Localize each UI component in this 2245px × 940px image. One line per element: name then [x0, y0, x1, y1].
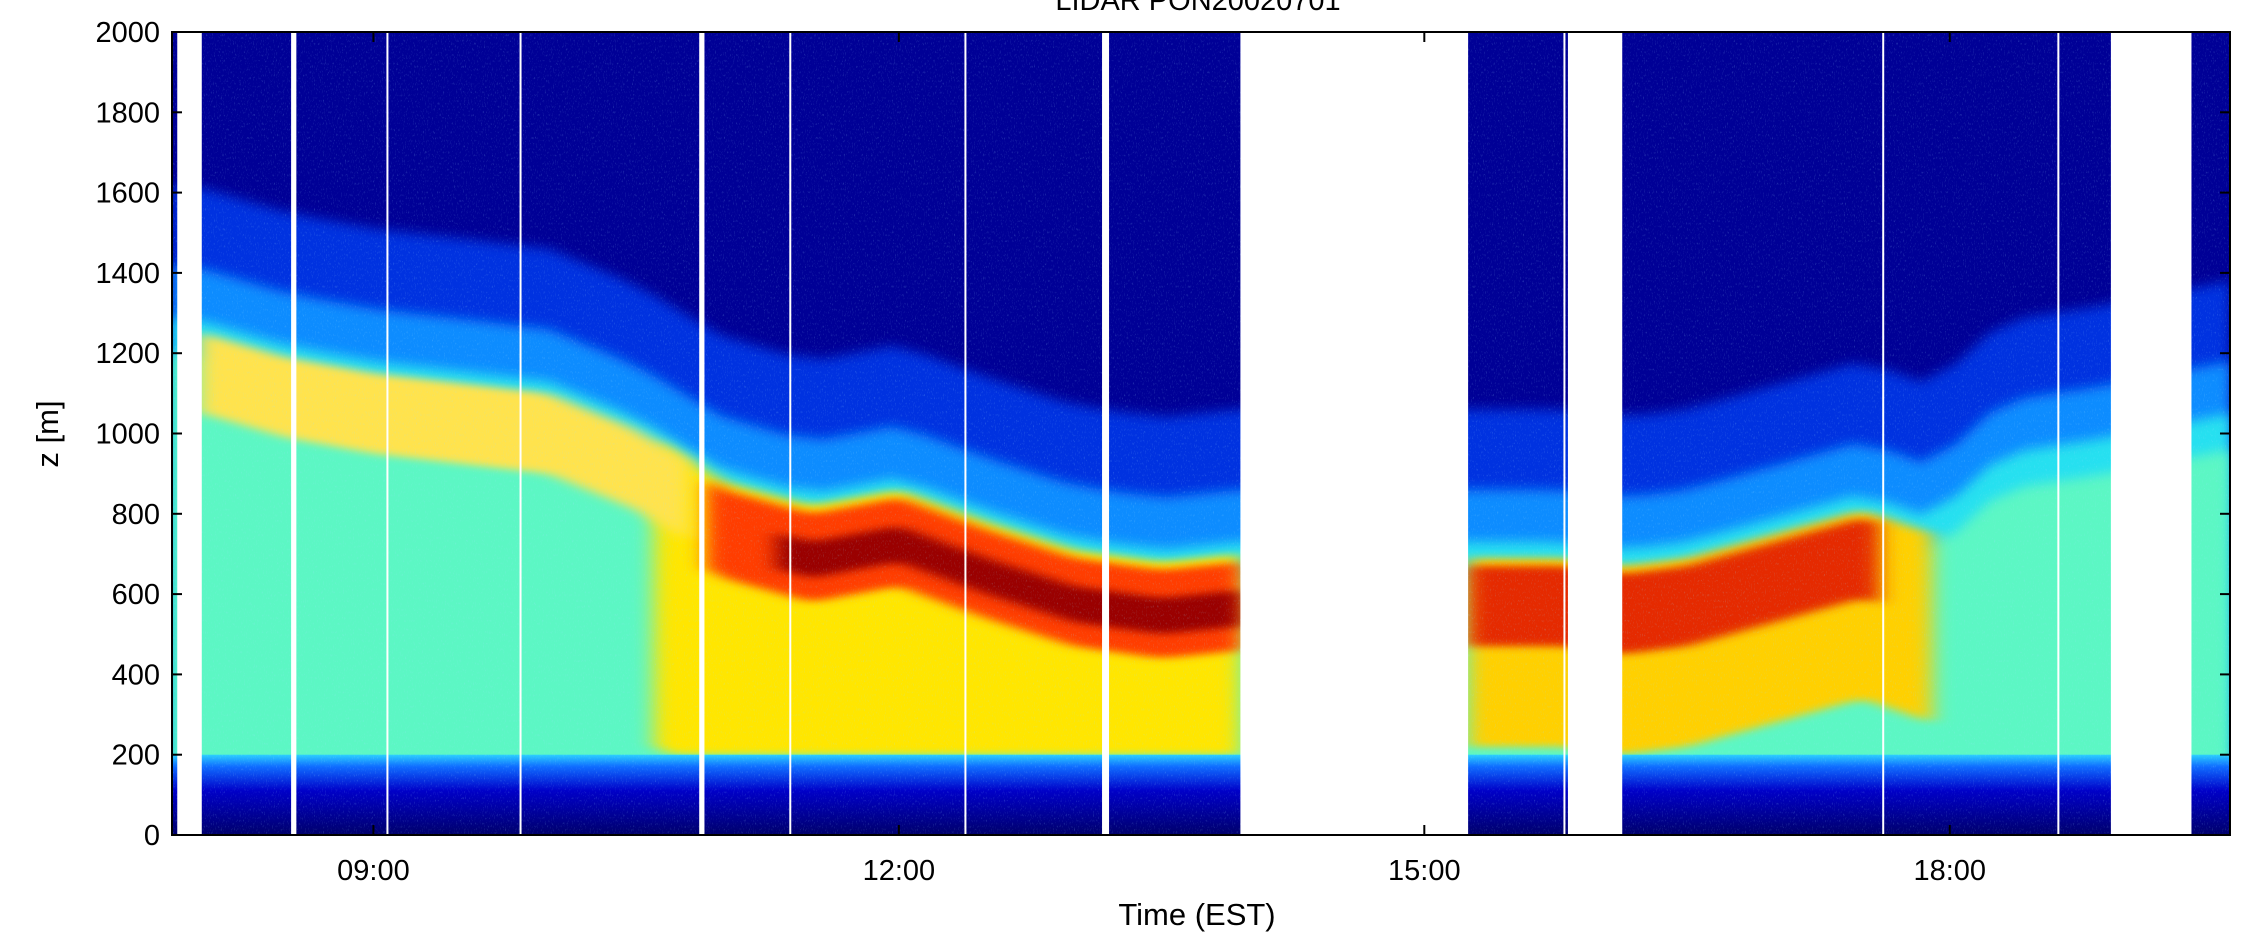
x-axis: 09:00 12:00 15:00 18:00	[337, 32, 1986, 887]
plot-area	[172, 32, 2230, 835]
x-axis-label: Time (EST)	[1118, 897, 1275, 932]
y-tick-label: 1800	[95, 97, 160, 129]
y-tick-label: 1000	[95, 419, 160, 451]
y-tick-label: 1600	[95, 178, 160, 210]
aerosol-speckle	[172, 32, 2230, 835]
y-tick-label: 600	[112, 579, 160, 611]
y-tick-label: 1400	[95, 258, 160, 290]
data-gap	[1240, 32, 1469, 835]
y-tick-label: 0	[144, 820, 160, 852]
y-axis-top-label: 2000	[95, 17, 160, 49]
scan-breaks	[386, 32, 2060, 835]
data-gap	[1567, 32, 1623, 835]
y-axis-label: z [m]	[30, 400, 65, 467]
x-tick-label: 18:00	[1913, 855, 1986, 887]
data-gap	[291, 32, 297, 835]
x-tick-label: 12:00	[863, 855, 936, 887]
data-gap	[699, 32, 705, 835]
x-tick-label: 09:00	[337, 855, 410, 887]
y-axis: 0 200 400 600 800 1000 1200 1400 1600 1800	[95, 97, 2230, 852]
data-gaps	[177, 32, 2192, 835]
x-tick-label: 15:00	[1388, 855, 1461, 887]
data-gap	[1102, 32, 1110, 835]
y-tick-label: 1200	[95, 338, 160, 370]
y-tick-label: 400	[112, 659, 160, 691]
y-tick-label: 200	[112, 740, 160, 772]
data-gap	[2110, 32, 2192, 835]
chart-title: LIDAR PON20020701	[1055, 0, 1340, 17]
y-tick-label: 800	[112, 499, 160, 531]
